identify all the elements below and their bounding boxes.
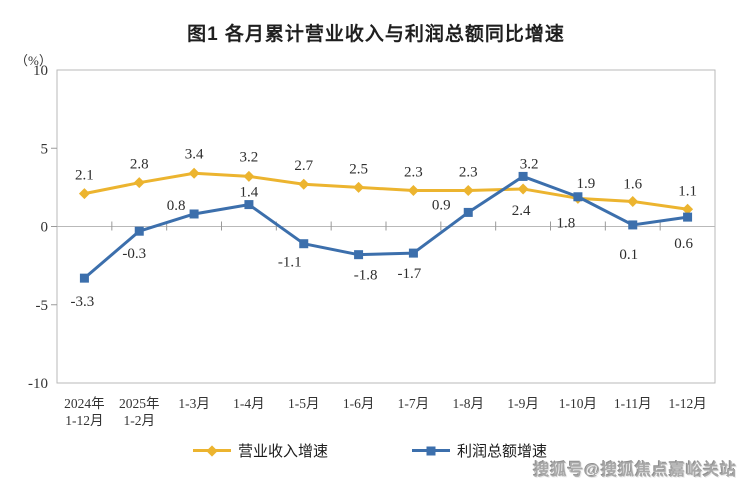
profit-marker: [408, 248, 418, 258]
legend-item-profit: 利润总额增速: [412, 440, 547, 461]
profit-marker: [134, 226, 144, 236]
revenue-diamond-icon: [206, 444, 218, 457]
profit-marker: [244, 200, 254, 210]
revenue-marker: [682, 203, 694, 215]
revenue-marker: [627, 195, 639, 207]
revenue-marker: [462, 185, 474, 197]
revenue-data-label: 2.3: [459, 165, 478, 181]
profit-marker: [189, 209, 199, 219]
revenue-marker: [353, 181, 365, 193]
profit-marker: [518, 171, 528, 181]
revenue-data-label: 2.5: [349, 161, 368, 177]
profit-data-label: -1.7: [398, 266, 422, 282]
profit-data-label: 0.8: [167, 198, 186, 214]
profit-data-label: 3.2: [520, 156, 539, 172]
profit-data-label: 0.6: [674, 236, 693, 252]
y-axis-unit-label: （%）: [15, 53, 52, 68]
x-tick-label: 1-3月: [178, 396, 210, 411]
y-tick-label: 10: [33, 63, 48, 79]
x-tick-label: 1-4月: [233, 396, 265, 411]
revenue-legend-line: [192, 444, 231, 457]
revenue-marker: [407, 185, 419, 197]
revenue-data-label: 2.4: [512, 203, 531, 219]
profit-legend-label: 利润总额增速: [457, 444, 548, 460]
revenue-data-label: 2.8: [130, 157, 149, 173]
revenue-marker: [188, 167, 200, 179]
x-tick-label: 1-11月: [614, 396, 652, 411]
profit-marker: [299, 239, 309, 249]
x-tick-label: 1-5月: [288, 396, 320, 411]
x-tick-label: 1-8月: [453, 396, 485, 411]
profit-marker: [628, 220, 638, 230]
profit-legend-line: [412, 446, 450, 455]
profit-data-label: 1.4: [240, 185, 259, 201]
x-tick-label: 1-12月: [65, 413, 103, 428]
y-tick-label: -5: [36, 298, 49, 314]
x-tick-label: 1-7月: [398, 396, 430, 411]
profit-square-icon: [426, 446, 436, 455]
legend-item-revenue: 营业收入增速: [192, 440, 328, 461]
x-tick-label: 1-6月: [343, 396, 375, 411]
x-tick-label: 2025年: [119, 396, 160, 411]
watermark: 搜狐号@搜狐焦点嘉峪关站: [533, 462, 737, 479]
profit-data-label: 0.9: [432, 197, 451, 213]
revenue-data-label: 2.7: [294, 158, 313, 174]
chart-title: 图1 各月累计营业收入与利润总额同比增速: [187, 24, 565, 45]
revenue-data-label: 3.2: [240, 149, 259, 165]
x-tick-label: 1-10月: [559, 396, 597, 411]
profit-marker: [573, 192, 583, 202]
revenue-marker: [517, 183, 529, 195]
profit-marker: [683, 212, 693, 222]
revenue-data-label: 3.4: [185, 146, 204, 162]
y-tick-label: 0: [41, 220, 49, 236]
profit-data-label: 0.1: [619, 247, 638, 263]
profit-data-label: -3.3: [71, 294, 95, 310]
profit-marker: [354, 250, 364, 260]
revenue-data-label: 1.6: [623, 176, 642, 192]
profit-data-label: -1.1: [278, 255, 302, 271]
revenue-legend-label: 营业收入增速: [237, 444, 328, 460]
profit-data-label: -0.3: [122, 246, 146, 262]
profit-series-line: [83, 174, 688, 280]
revenue-data-label: 1.1: [678, 183, 697, 199]
legend: 营业收入增速 利润总额增速: [0, 440, 740, 461]
revenue-marker: [243, 170, 255, 182]
profit-marker: [79, 273, 89, 283]
revenue-data-label: 1.8: [557, 215, 576, 231]
revenue-marker: [298, 178, 310, 190]
x-tick-label: 1-9月: [507, 396, 539, 411]
x-tick-label: 1-12月: [668, 396, 706, 411]
y-tick-label: -10: [28, 376, 48, 392]
x-tick-label: 2024年: [64, 396, 105, 411]
revenue-data-label: 2.1: [75, 168, 94, 184]
revenue-series-line: [84, 171, 688, 211]
revenue-marker: [78, 188, 90, 200]
profit-data-label: -1.8: [354, 268, 378, 284]
y-tick-label: 5: [41, 141, 49, 157]
profit-data-label: 1.9: [577, 176, 596, 192]
x-tick-label: 1-2月: [124, 413, 156, 428]
revenue-data-label: 2.3: [404, 165, 423, 181]
profit-marker: [463, 207, 473, 217]
revenue-marker: [133, 177, 145, 189]
